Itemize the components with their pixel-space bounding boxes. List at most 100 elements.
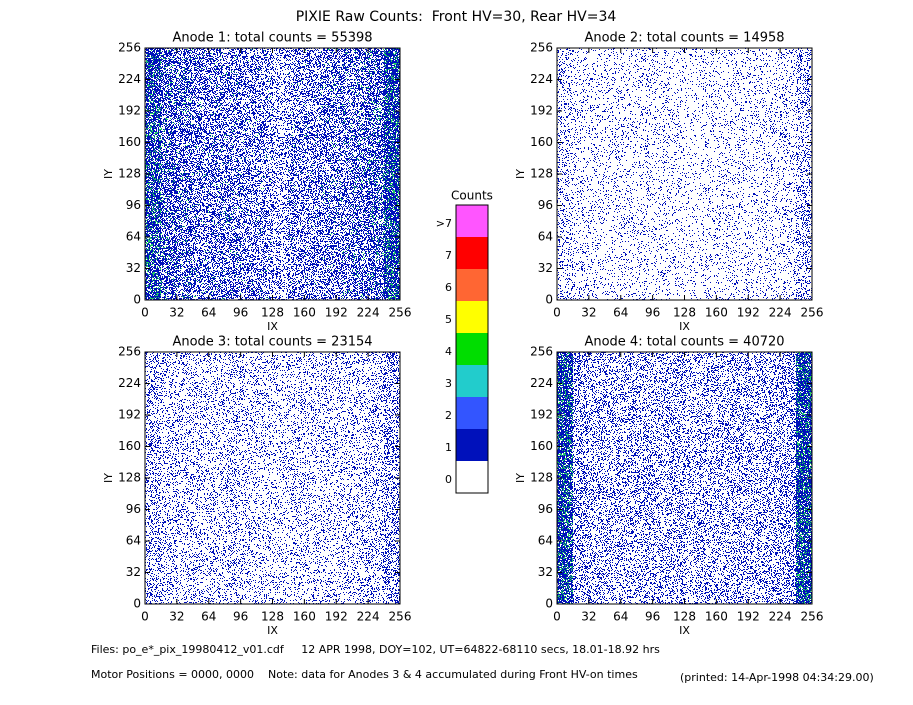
colorbar-title: Counts — [451, 189, 493, 203]
x-tick-label: 256 — [389, 306, 412, 320]
x-tick-label: 32 — [169, 610, 184, 624]
colorbar-swatch — [456, 429, 488, 461]
count-dots — [209, 48, 225, 300]
y-tick-label: 256 — [530, 41, 553, 55]
count-dots — [764, 352, 780, 604]
colorbar-swatch — [456, 269, 488, 301]
x-tick-label: 64 — [201, 306, 216, 320]
count-dots — [225, 352, 241, 604]
colorbar-label: 5 — [445, 313, 452, 326]
count-dots — [573, 48, 589, 300]
y-tick-label: 256 — [118, 345, 141, 359]
colorbar-swatch — [456, 397, 488, 429]
count-dots — [336, 48, 352, 300]
page-title: PIXIE Raw Counts: Front HV=30, Rear HV=3… — [296, 9, 617, 25]
y-tick-label: 224 — [530, 72, 553, 86]
count-dots — [621, 48, 637, 300]
x-tick-label: 32 — [581, 610, 596, 624]
x-tick-label: 160 — [705, 610, 728, 624]
count-dots — [653, 352, 669, 604]
y-axis-label: IY — [102, 169, 115, 179]
y-tick-label: 96 — [126, 198, 141, 212]
x-tick-label: 224 — [357, 306, 380, 320]
x-tick-label: 128 — [261, 610, 284, 624]
count-dots — [288, 352, 304, 604]
y-tick-label: 192 — [530, 408, 553, 422]
x-tick-label: 256 — [389, 610, 412, 624]
y-tick-label: 0 — [133, 597, 141, 611]
count-dots — [352, 48, 368, 300]
colorbar-label: 4 — [445, 345, 452, 358]
count-dots-high — [177, 49, 193, 299]
count-dots — [336, 352, 352, 604]
colorbar-label: 7 — [445, 249, 452, 262]
y-tick-label: 192 — [118, 104, 141, 118]
colorbar-swatch — [456, 365, 488, 397]
colorbar-swatch — [456, 301, 488, 333]
count-dots — [748, 352, 764, 604]
y-tick-label: 64 — [538, 534, 553, 548]
x-tick-label: 256 — [801, 306, 824, 320]
count-dots — [700, 49, 716, 300]
count-dots — [273, 352, 288, 604]
colorbar-swatch — [456, 333, 488, 365]
x-axis-label: IX — [679, 320, 690, 333]
count-dots — [637, 352, 653, 604]
y-tick-label: 128 — [118, 167, 141, 181]
x-tick-label: 224 — [769, 610, 792, 624]
count-dots — [304, 352, 320, 604]
count-dots — [685, 48, 700, 300]
count-dots — [653, 48, 669, 300]
footer-files: Files: po_e*_pix_19980412_v01.cdf 12 APR… — [91, 643, 660, 656]
count-dots — [780, 49, 796, 300]
panel-title: Anode 2: total counts = 14958 — [584, 31, 784, 46]
colorbar-label: 0 — [445, 473, 452, 486]
colorbar-swatch — [456, 237, 488, 269]
x-tick-label: 192 — [737, 306, 760, 320]
x-tick-label: 0 — [553, 306, 561, 320]
y-tick-label: 64 — [538, 230, 553, 244]
y-tick-label: 64 — [126, 534, 141, 548]
colorbar-swatch — [456, 205, 488, 237]
y-tick-label: 96 — [538, 198, 553, 212]
y-axis-label: IY — [514, 473, 527, 483]
y-tick-label: 96 — [126, 502, 141, 516]
y-tick-label: 160 — [530, 439, 553, 453]
x-tick-label: 192 — [325, 306, 348, 320]
colorbar-frame — [455, 204, 489, 494]
x-tick-label: 128 — [261, 306, 284, 320]
x-tick-label: 192 — [325, 610, 348, 624]
count-dots — [669, 48, 685, 299]
count-dots — [368, 352, 384, 603]
x-tick-label: 64 — [201, 610, 216, 624]
count-dots-high — [352, 50, 368, 299]
colorbar-label: 3 — [445, 377, 452, 390]
x-tick-label: 96 — [645, 610, 660, 624]
x-axis-label: IX — [267, 624, 278, 637]
x-tick-label: 256 — [801, 610, 824, 624]
count-dots — [257, 352, 273, 604]
colorbar-label: 2 — [445, 409, 452, 422]
count-dots — [573, 352, 589, 604]
panel-title: Anode 3: total counts = 23154 — [172, 335, 372, 350]
y-tick-label: 32 — [126, 261, 141, 275]
count-dots — [161, 352, 177, 604]
x-axis-label: IX — [267, 320, 278, 333]
x-tick-label: 128 — [673, 610, 696, 624]
count-dots — [193, 48, 209, 300]
count-dots — [161, 48, 177, 300]
count-dots — [700, 352, 716, 604]
count-dots — [241, 48, 257, 300]
panel-title: Anode 4: total counts = 40720 — [584, 335, 784, 350]
x-tick-label: 192 — [737, 610, 760, 624]
count-dots — [780, 352, 796, 604]
x-tick-label: 96 — [233, 610, 248, 624]
footer-printed: (printed: 14-Apr-1998 04:34:29.00) — [680, 671, 874, 684]
x-tick-label: 160 — [293, 306, 316, 320]
y-tick-label: 32 — [538, 565, 553, 579]
count-dots — [209, 352, 225, 604]
x-tick-label: 224 — [769, 306, 792, 320]
y-tick-label: 256 — [118, 41, 141, 55]
colorbar-label: 6 — [445, 281, 452, 294]
